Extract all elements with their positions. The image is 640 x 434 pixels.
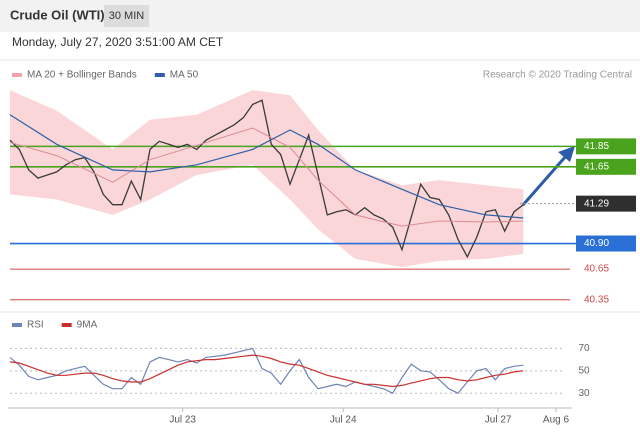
series-line bbox=[9, 127, 524, 227]
legend-label: RSI bbox=[27, 320, 44, 331]
level-box bbox=[576, 138, 636, 155]
title: Crude Oil (WTI) bbox=[10, 7, 105, 22]
y-tick-label: 50 bbox=[578, 365, 590, 376]
level-label: 40.65 bbox=[584, 264, 609, 275]
y-tick-label: 30 bbox=[578, 388, 590, 399]
bollinger-band bbox=[10, 90, 524, 267]
level-box bbox=[576, 235, 636, 252]
level-box bbox=[576, 158, 636, 175]
x-tick-label: Jul 27 bbox=[485, 415, 512, 426]
level-label: 41.29 bbox=[584, 198, 609, 209]
level-label: 41.85 bbox=[584, 141, 609, 152]
level-box bbox=[576, 195, 636, 212]
legend-label: 9MA bbox=[77, 320, 98, 331]
level-label: 40.90 bbox=[584, 238, 609, 249]
timeframe-badge bbox=[104, 5, 149, 27]
level-label: 40.35 bbox=[584, 294, 609, 305]
subtitle: Monday, July 27, 2020 3:51:00 AM CET bbox=[12, 35, 224, 49]
forecast-arrowhead bbox=[558, 146, 575, 162]
x-tick-label: Jul 23 bbox=[169, 415, 196, 426]
legend-label: MA 20 + Bollinger Bands bbox=[27, 70, 137, 81]
legend-swatch bbox=[154, 73, 165, 77]
series-line bbox=[9, 347, 524, 394]
legend-swatch bbox=[12, 73, 22, 77]
series-line bbox=[9, 114, 524, 219]
x-tick-label: Aug 6 bbox=[543, 415, 570, 426]
forecast-arrow bbox=[521, 155, 568, 206]
y-tick-label: 70 bbox=[578, 343, 590, 354]
timeframe: 30 MIN bbox=[109, 10, 145, 22]
legend-swatch bbox=[12, 323, 22, 327]
x-tick-label: Jul 24 bbox=[330, 415, 357, 426]
price-line bbox=[9, 99, 524, 259]
level-label: 41.65 bbox=[584, 161, 609, 172]
series-line bbox=[9, 354, 524, 388]
legend-label: MA 50 bbox=[170, 70, 199, 81]
legend-swatch bbox=[61, 323, 72, 327]
source: Research © 2020 Trading Central bbox=[483, 70, 632, 81]
